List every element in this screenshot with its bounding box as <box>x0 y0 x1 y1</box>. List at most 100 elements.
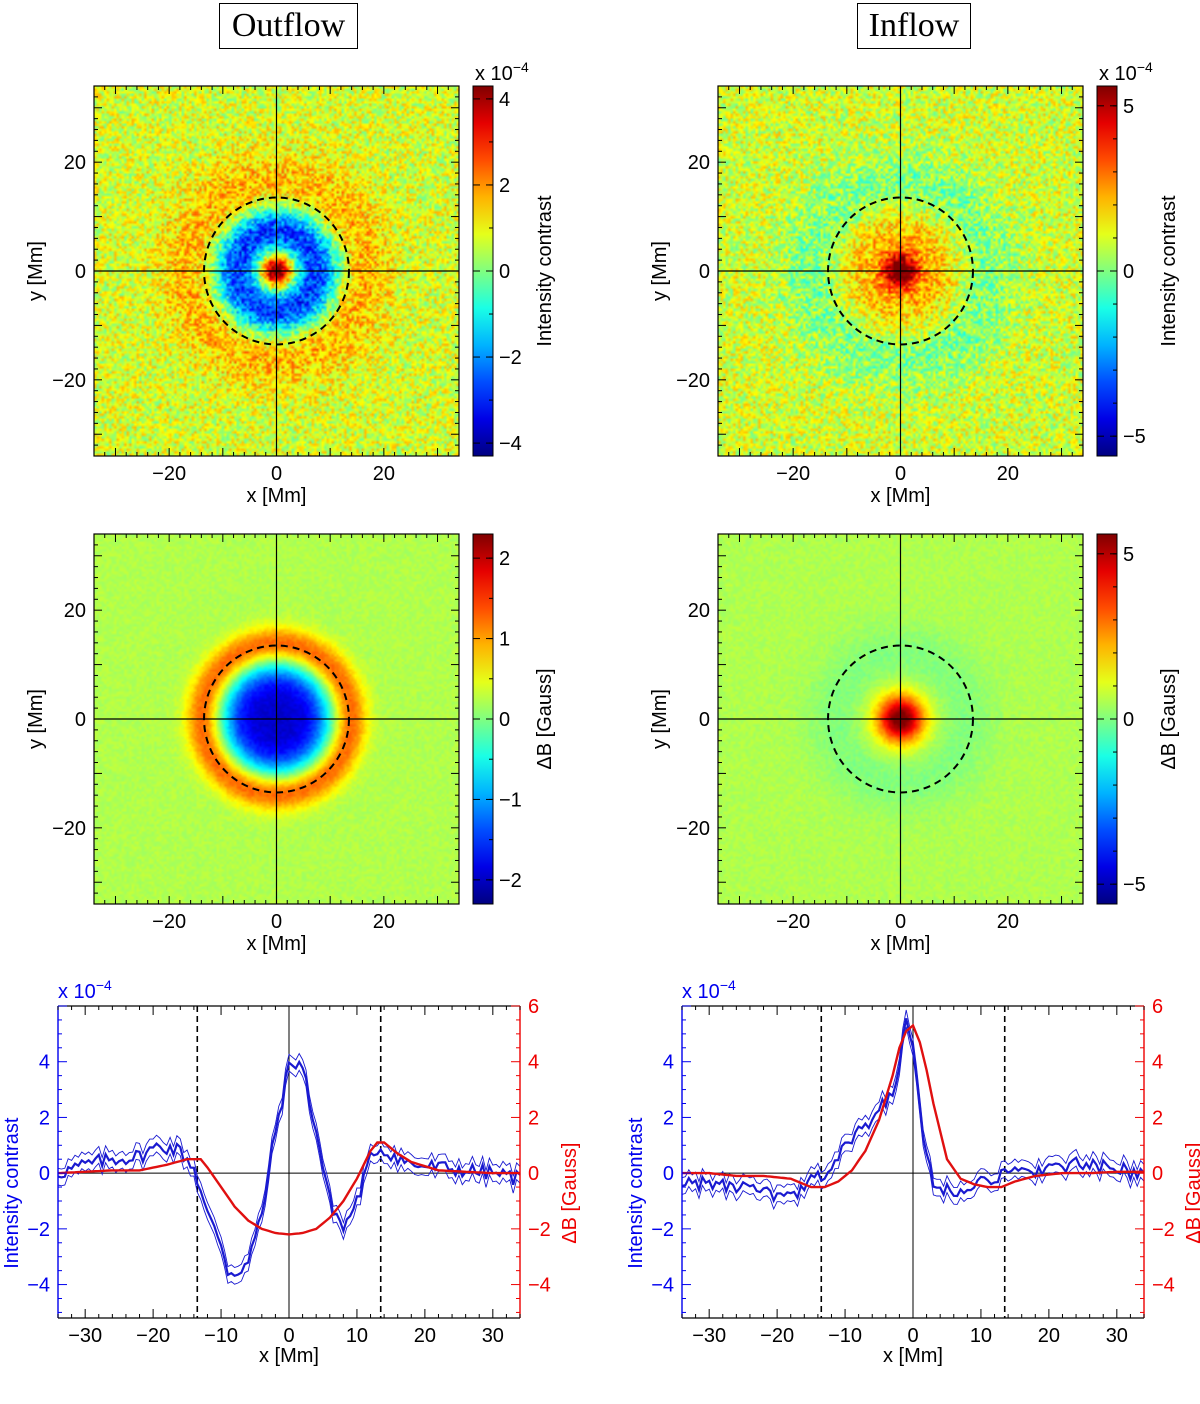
left-tick-label: 0 <box>39 1163 50 1185</box>
x-tick-label: −10 <box>204 1325 238 1347</box>
left-tick-label: 4 <box>663 1052 674 1074</box>
colorbar-tick-label: 5 <box>1123 96 1134 118</box>
left-axis-label: Intensity contrast <box>1 1117 23 1269</box>
left-tick-label: 2 <box>39 1107 50 1129</box>
colorbar-exponent-power: −4 <box>1137 59 1153 75</box>
inflow-intensity-map: −20 0 20 −20 0 20 x [Mm] y [Mm] −5 0 5 Intensity co… <box>649 59 1180 507</box>
left-axis-exponent: x 10−4 <box>682 977 736 1003</box>
x-tick-label: 0 <box>283 1325 294 1347</box>
colorbar-tick-label: 4 <box>499 89 510 111</box>
right-tick-label: −4 <box>528 1275 551 1297</box>
left-axis-exponent-power: −4 <box>96 977 112 993</box>
dashed-circle <box>203 644 350 794</box>
colorbar-label: Intensity contrast <box>534 195 556 347</box>
y-axis-label: y [Mm] <box>25 241 47 301</box>
colorbar-tick-label: 2 <box>499 175 510 197</box>
colorbar-exponent: x 10−4 <box>475 59 529 85</box>
colorbar-exponent-power: −4 <box>513 59 529 75</box>
x-axis-label: x [Mm] <box>247 485 307 507</box>
x-tick-label: 20 <box>414 1325 436 1347</box>
colorbar-tick-label: −1 <box>499 789 522 811</box>
colorbar-tick-label: 0 <box>499 261 510 283</box>
x-axis-label: x [Mm] <box>871 933 931 955</box>
y-tick-label: −20 <box>676 818 710 840</box>
x-tick-label: −30 <box>68 1325 102 1347</box>
left-tick-label: −2 <box>651 1219 674 1241</box>
x-tick-label: 0 <box>271 911 282 933</box>
colorbar-label: Intensity contrast <box>1158 195 1180 347</box>
left-tick-label: 2 <box>663 1107 674 1129</box>
left-tick-label: −4 <box>27 1275 50 1297</box>
outflow-profile: −30 −20 −10 0 10 20 30x [Mm]−4−2024−4−20246Int… <box>1 977 581 1367</box>
x-tick-label: −30 <box>692 1325 726 1347</box>
intensity-profile-line <box>681 1018 1145 1204</box>
x-tick-label: 30 <box>1106 1325 1128 1347</box>
inflow-field-map: −20 0 20 −20 0 20 x [Mm] y [Mm] −5 0 5 ΔB [Gauss] <box>649 533 1180 955</box>
inflow-profile: −30 −20 −10 0 10 20 30x [Mm]−4−2024−4−20246Int… <box>625 977 1200 1367</box>
right-tick-label: 6 <box>528 996 539 1018</box>
left-tick-label: −4 <box>651 1275 674 1297</box>
y-tick-label: −20 <box>52 818 86 840</box>
right-tick-label: 2 <box>528 1107 539 1129</box>
right-tick-label: −4 <box>1152 1275 1175 1297</box>
intensity-profile-line <box>57 1059 521 1278</box>
right-tick-label: −2 <box>528 1219 551 1241</box>
colorbar-tick-label: −5 <box>1123 874 1146 896</box>
y-tick-label: 0 <box>699 261 710 283</box>
field-profile-line <box>57 1141 520 1236</box>
outflow-field-map: −20 0 20 −20 0 20 x [Mm] y [Mm] −2 −1 0 1 2 ΔB [Gauss… <box>25 533 556 955</box>
x-tick-label: −20 <box>152 463 186 485</box>
x-tick-label: −20 <box>760 1325 794 1347</box>
colorbar-tick-label: 0 <box>1123 709 1134 731</box>
right-axis-label: ΔB [Gauss] <box>1183 1143 1200 1244</box>
y-tick-label: 0 <box>75 709 86 731</box>
left-axis-exponent: x 10−4 <box>58 977 112 1003</box>
x-tick-label: 10 <box>970 1325 992 1347</box>
x-tick-label: 0 <box>895 911 906 933</box>
left-axis-exponent-power: −4 <box>720 977 736 993</box>
x-tick-label: −20 <box>136 1325 170 1347</box>
y-axis-label: y [Mm] <box>649 689 671 749</box>
y-tick-label: 20 <box>64 600 86 622</box>
x-axis-label: x [Mm] <box>871 485 931 507</box>
y-tick-label: 20 <box>688 152 710 174</box>
colorbar-label: ΔB [Gauss] <box>1158 668 1180 769</box>
y-tick-label: 20 <box>64 152 86 174</box>
x-tick-label: −20 <box>776 463 810 485</box>
y-tick-label: 0 <box>75 261 86 283</box>
x-tick-label: 20 <box>1038 1325 1060 1347</box>
colorbar-tick-label: 5 <box>1123 544 1134 566</box>
right-tick-label: 0 <box>528 1163 539 1185</box>
right-tick-label: 6 <box>1152 996 1163 1018</box>
right-tick-label: 2 <box>1152 1107 1163 1129</box>
colorbar-tick-label: −2 <box>499 870 522 892</box>
colorbar-tick-label: 0 <box>499 709 510 731</box>
right-axis-label: ΔB [Gauss] <box>559 1143 581 1244</box>
dashed-circle <box>203 196 350 346</box>
x-axis-label: x [Mm] <box>883 1345 943 1367</box>
intensity-upper-envelope <box>681 1009 1145 1194</box>
x-tick-label: 20 <box>997 911 1019 933</box>
left-axis-label: Intensity contrast <box>625 1117 647 1269</box>
colorbar-tick-label: 1 <box>499 629 510 651</box>
y-axis-label: y [Mm] <box>25 689 47 749</box>
x-tick-label: 30 <box>482 1325 504 1347</box>
x-tick-label: 10 <box>346 1325 368 1347</box>
x-tick-label: −20 <box>152 911 186 933</box>
inflow-column-title: Inflow <box>857 3 971 49</box>
right-tick-label: 4 <box>1152 1052 1163 1074</box>
intensity-upper-envelope <box>57 1052 521 1269</box>
colorbar-tick-label: 2 <box>499 548 510 570</box>
colorbar-exponent: x 10−4 <box>1099 59 1153 85</box>
x-tick-label: 0 <box>271 463 282 485</box>
dashed-circle <box>827 644 974 794</box>
right-tick-label: 4 <box>528 1052 539 1074</box>
right-tick-label: −2 <box>1152 1219 1175 1241</box>
colorbar-tick-label: −5 <box>1123 426 1146 448</box>
field-profile-line <box>682 1023 1144 1189</box>
right-tick-label: 0 <box>1152 1163 1163 1185</box>
x-axis-label: x [Mm] <box>259 1345 319 1367</box>
y-tick-label: 0 <box>699 709 710 731</box>
